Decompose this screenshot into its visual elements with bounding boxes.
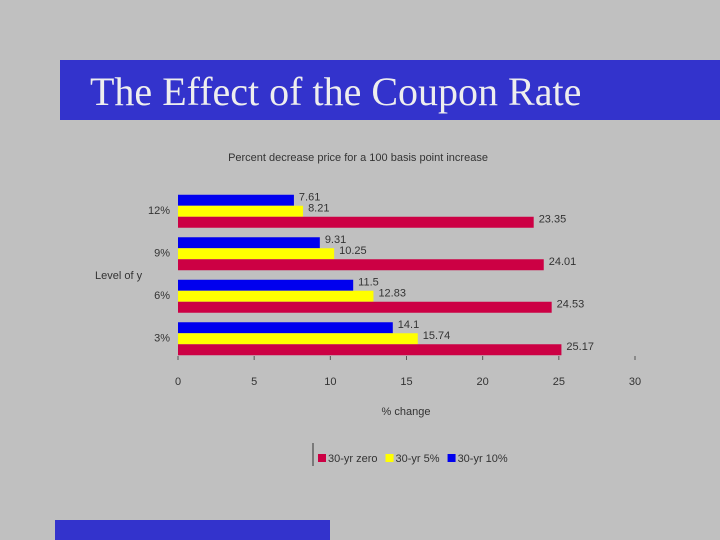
legend-label: 30-yr 10% [458, 453, 508, 465]
bar [178, 194, 294, 206]
x-axis-label: % change [382, 406, 431, 418]
x-tick-label: 15 [400, 376, 412, 388]
legend-swatch [318, 454, 326, 462]
data-label: 11.5 [358, 277, 379, 289]
legend-swatch [385, 454, 394, 462]
bar [178, 344, 562, 356]
legend-label: 30-yr zero [328, 453, 378, 465]
bar [178, 322, 393, 334]
bar [178, 279, 354, 291]
x-tick-label: 5 [251, 376, 257, 388]
x-tick-label: 30 [629, 376, 641, 388]
data-label: 15.74 [423, 330, 451, 342]
data-label: 9.31 [325, 234, 346, 246]
data-label: 24.01 [549, 256, 577, 268]
x-tick-label: 0 [175, 376, 181, 388]
bar [178, 333, 418, 345]
title-bar [60, 60, 720, 120]
chart-title: Percent decrease price for a 100 basis p… [228, 152, 488, 164]
legend-swatch [447, 454, 456, 462]
x-tick-label: 25 [553, 376, 565, 388]
legend-label: 30-yr 5% [396, 453, 440, 465]
y-tick-label: 12% [148, 205, 170, 217]
y-tick-label: 9% [154, 248, 170, 260]
data-label: 12.83 [378, 288, 406, 300]
x-tick-label: 10 [324, 376, 336, 388]
data-label: 14.1 [398, 319, 419, 331]
bar [178, 301, 552, 313]
y-axis-label: Level of y [95, 270, 143, 282]
data-label: 25.17 [566, 341, 594, 353]
x-tick-label: 20 [477, 376, 489, 388]
data-label: 23.35 [539, 214, 567, 226]
footer-bar [55, 520, 330, 540]
bar [178, 237, 320, 249]
bar [178, 248, 335, 260]
bar [178, 205, 304, 217]
bar [178, 216, 534, 228]
bar [178, 290, 374, 302]
data-label: 8.21 [308, 203, 329, 215]
data-label: 7.61 [299, 192, 320, 204]
bar [178, 259, 544, 271]
y-tick-label: 6% [154, 290, 170, 302]
data-label: 10.25 [339, 245, 367, 257]
slide-title: The Effect of the Coupon Rate [90, 69, 581, 114]
y-tick-label: 3% [154, 333, 170, 345]
data-label: 24.53 [557, 299, 585, 311]
